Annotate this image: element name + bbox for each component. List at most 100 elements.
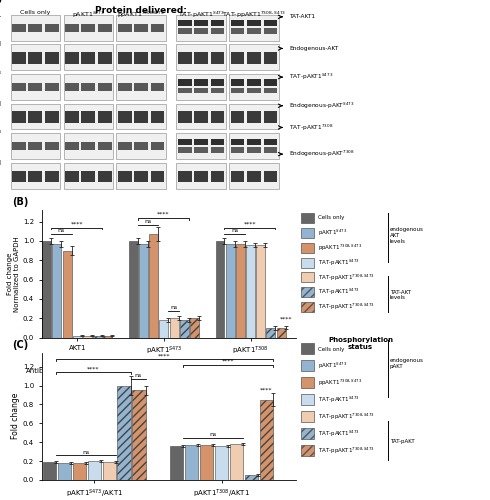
- Bar: [178, 28, 192, 34]
- Bar: [81, 83, 95, 91]
- Bar: [247, 147, 261, 152]
- Bar: [194, 88, 208, 94]
- Bar: [178, 112, 192, 123]
- Bar: [178, 138, 192, 145]
- Bar: [57, 463, 71, 480]
- Text: ns: ns: [145, 220, 152, 224]
- Bar: [264, 112, 277, 123]
- Text: Cells only: Cells only: [20, 10, 50, 15]
- Bar: [178, 20, 192, 26]
- Bar: [117, 104, 166, 130]
- Bar: [45, 24, 59, 32]
- Bar: [134, 83, 148, 91]
- Bar: [28, 24, 42, 32]
- Bar: [170, 318, 179, 338]
- Bar: [247, 138, 261, 145]
- Bar: [211, 20, 224, 26]
- Text: ppAKT1$^{T308S473}$: ppAKT1$^{T308S473}$: [117, 10, 165, 20]
- Bar: [200, 445, 213, 480]
- Bar: [211, 147, 224, 152]
- Bar: [176, 104, 226, 130]
- Y-axis label: Fold change
Normalized to GAPDH: Fold change Normalized to GAPDH: [7, 236, 20, 312]
- Bar: [98, 83, 112, 91]
- Bar: [229, 163, 279, 188]
- Bar: [159, 320, 169, 338]
- Bar: [194, 112, 208, 123]
- Bar: [231, 28, 245, 34]
- Text: ns: ns: [58, 228, 65, 233]
- Bar: [118, 112, 132, 123]
- Bar: [65, 24, 79, 32]
- Text: (B): (B): [12, 198, 29, 207]
- Bar: [190, 318, 199, 338]
- Bar: [11, 44, 60, 70]
- Bar: [11, 74, 60, 100]
- Bar: [178, 170, 192, 182]
- Bar: [134, 52, 148, 64]
- Bar: [42, 241, 51, 338]
- Text: α-GAPDH: α-GAPDH: [0, 160, 2, 166]
- Text: Cells only: Cells only: [318, 346, 344, 352]
- Bar: [176, 44, 226, 70]
- Bar: [185, 445, 198, 480]
- Bar: [247, 52, 261, 64]
- Bar: [118, 142, 132, 150]
- Bar: [178, 80, 192, 86]
- Bar: [81, 24, 95, 32]
- Bar: [178, 88, 192, 94]
- Text: Endogenous-AKT: Endogenous-AKT: [289, 46, 339, 51]
- Bar: [64, 15, 113, 40]
- Text: TAT-pAKT1$^{T308}$: TAT-pAKT1$^{T308}$: [289, 122, 334, 132]
- Text: ppAKT1$^{T308,S473}$: ppAKT1$^{T308,S473}$: [318, 378, 362, 388]
- Bar: [93, 336, 102, 338]
- FancyBboxPatch shape: [301, 377, 314, 388]
- Bar: [65, 112, 79, 123]
- FancyBboxPatch shape: [301, 360, 314, 371]
- Bar: [117, 134, 166, 159]
- Bar: [64, 44, 113, 70]
- Text: Endogenous-pAKT$^{S473}$: Endogenous-pAKT$^{S473}$: [289, 100, 355, 111]
- Bar: [45, 170, 59, 182]
- Bar: [117, 15, 166, 40]
- Bar: [176, 134, 226, 159]
- Bar: [264, 20, 277, 26]
- Bar: [170, 446, 183, 480]
- Bar: [231, 88, 245, 94]
- FancyBboxPatch shape: [301, 228, 314, 238]
- Text: ****: ****: [259, 387, 272, 392]
- Bar: [103, 336, 112, 338]
- Text: TAT-pAKT1$^{S473}$: TAT-pAKT1$^{S473}$: [289, 72, 334, 82]
- Bar: [28, 52, 42, 64]
- Bar: [229, 134, 279, 159]
- Bar: [277, 328, 286, 338]
- Bar: [117, 74, 166, 100]
- Text: TAT-AKT
levels: TAT-AKT levels: [390, 290, 411, 300]
- FancyBboxPatch shape: [301, 288, 314, 297]
- Bar: [247, 170, 261, 182]
- Bar: [81, 52, 95, 64]
- Bar: [98, 52, 112, 64]
- Text: pAKT1$^{S473}$: pAKT1$^{S473}$: [72, 10, 105, 20]
- Bar: [28, 170, 42, 182]
- Bar: [211, 112, 224, 123]
- Bar: [28, 83, 42, 91]
- Bar: [65, 52, 79, 64]
- Y-axis label: Fold change: Fold change: [11, 393, 20, 440]
- Bar: [229, 44, 279, 70]
- Bar: [129, 241, 138, 338]
- Bar: [118, 24, 132, 32]
- Bar: [12, 83, 26, 91]
- Text: TAT-ppAKT1$^{T308,S473}$: TAT-ppAKT1$^{T308,S473}$: [222, 10, 286, 20]
- Text: α-pAKT1ᵀ³⁰⁸: α-pAKT1ᵀ³⁰⁸: [0, 130, 2, 137]
- Bar: [134, 170, 148, 182]
- Bar: [180, 320, 189, 338]
- Bar: [226, 244, 235, 338]
- Text: TAT-ppAKT1$^{T308,S473}$: TAT-ppAKT1$^{T308,S473}$: [318, 272, 374, 282]
- Bar: [231, 20, 245, 26]
- Text: TAT-pAKT1$^{S473}$: TAT-pAKT1$^{S473}$: [318, 258, 359, 268]
- FancyBboxPatch shape: [301, 272, 314, 282]
- Bar: [245, 476, 258, 480]
- Text: TAT-pAKT: TAT-pAKT: [390, 439, 415, 444]
- Bar: [194, 52, 208, 64]
- Bar: [12, 170, 26, 182]
